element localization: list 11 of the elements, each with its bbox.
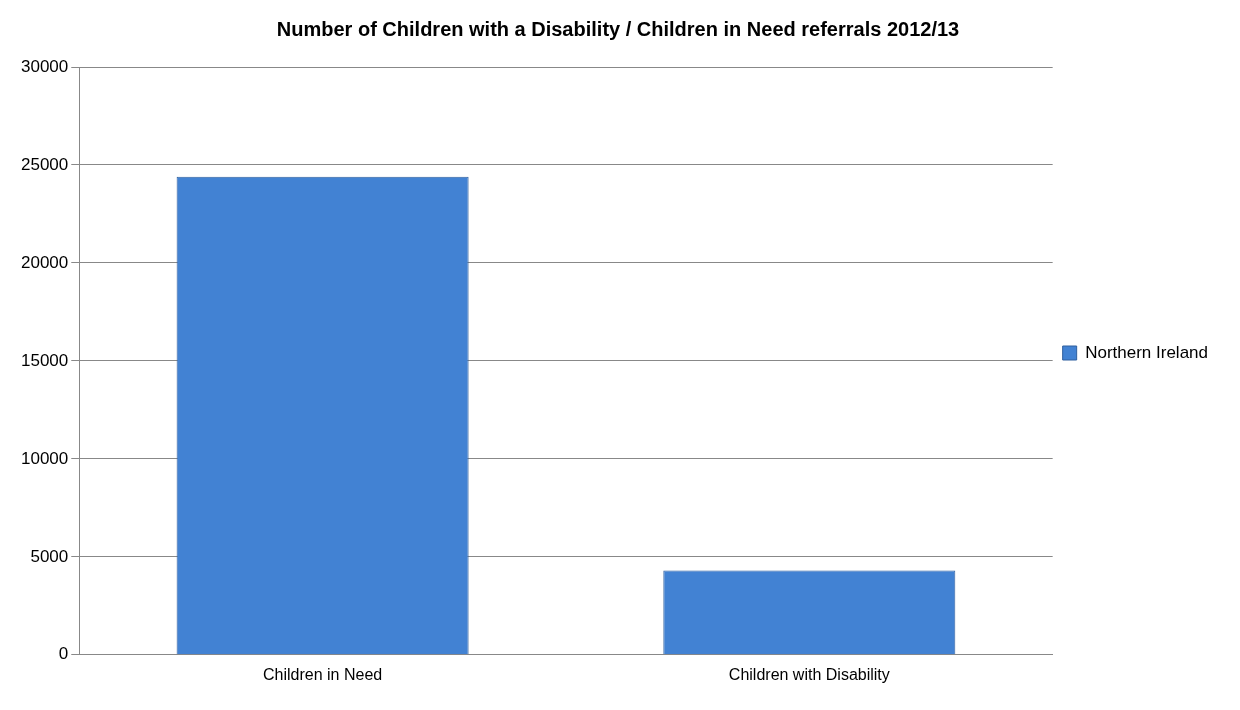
legend-label: Northern Ireland — [1085, 342, 1208, 362]
chart-title: Number of Children with a Disability / Children in Need referrals 2012/13 — [276, 17, 960, 40]
y-tick-label: 20000 — [20, 252, 69, 272]
x-tick-label: Children with Disability — [728, 665, 890, 683]
x-tick-label: Children in Need — [263, 665, 383, 683]
y-tick-label: 30000 — [20, 56, 69, 76]
y-tick-label: 10000 — [20, 448, 69, 468]
y-tick-label: 25000 — [20, 154, 69, 174]
y-tick-label: 0 — [58, 644, 69, 664]
y-tick-label: 5000 — [30, 546, 69, 566]
y-tick-label: 15000 — [20, 350, 69, 370]
